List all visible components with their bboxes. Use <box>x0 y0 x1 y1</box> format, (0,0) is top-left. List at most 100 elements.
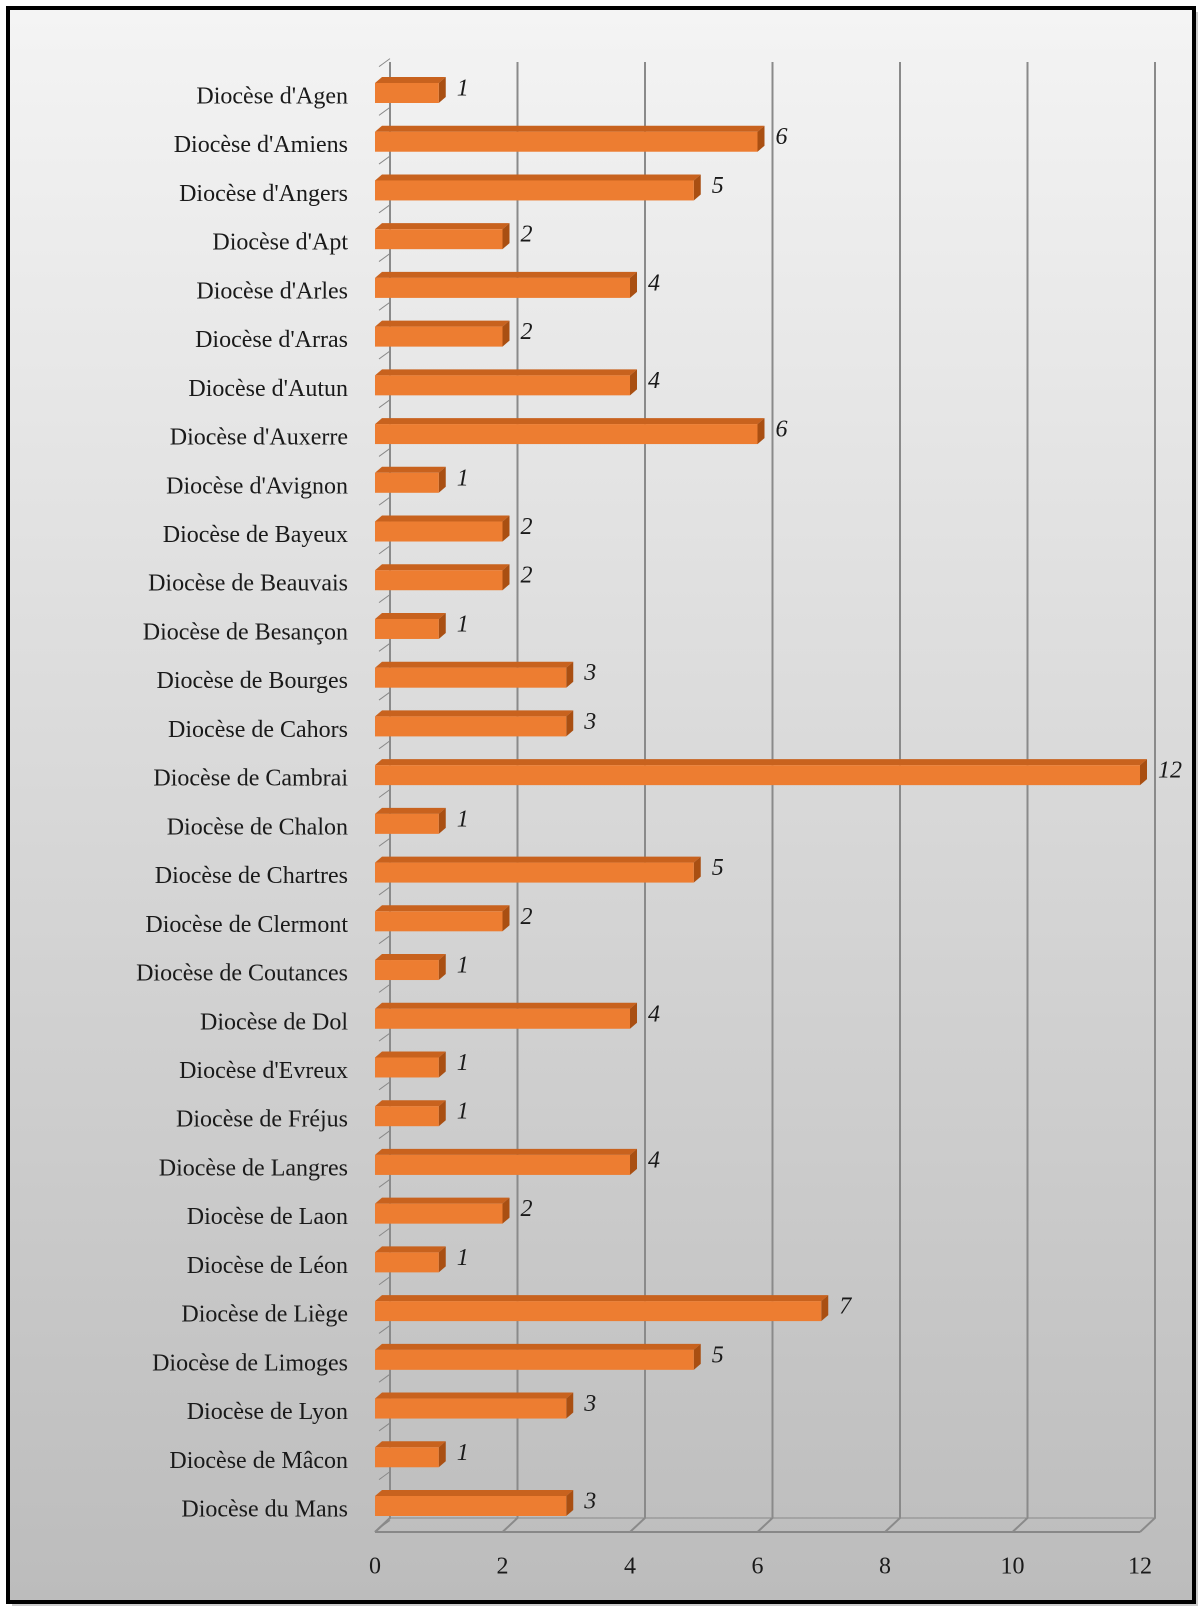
y-tick-label: Diocèse de Lyon <box>187 1399 348 1425</box>
value-label: 3 <box>583 709 596 735</box>
value-label: 1 <box>457 465 469 491</box>
bar-top <box>375 466 446 473</box>
y-tick <box>378 837 391 847</box>
y-tick <box>378 886 391 896</box>
bar <box>375 1447 439 1468</box>
y-tick-label: Diocèse de Coutances <box>136 961 348 987</box>
value-label: 2 <box>521 904 533 930</box>
y-tick <box>378 740 391 750</box>
y-tick-label: Diocèse de Limoges <box>152 1350 348 1376</box>
grid-line <box>1139 62 1156 1533</box>
value-label: 2 <box>521 514 533 540</box>
value-label: 6 <box>776 417 788 443</box>
value-label: 1 <box>457 1050 469 1076</box>
bar-side <box>438 807 446 834</box>
bar <box>375 862 694 883</box>
bar-side <box>693 174 701 201</box>
x-tick-label: 8 <box>879 1554 891 1580</box>
x-tick-label: 0 <box>369 1554 381 1580</box>
value-label: 3 <box>583 1489 596 1515</box>
bar-side <box>438 1441 446 1468</box>
grid-line <box>884 62 901 1533</box>
bar <box>375 1349 694 1370</box>
value-label: 5 <box>712 855 724 881</box>
bar-top <box>375 320 510 327</box>
bar-top <box>375 271 637 278</box>
value-label: 4 <box>648 1001 660 1027</box>
bar-top <box>375 1051 446 1058</box>
bar <box>375 131 758 152</box>
y-tick-label: Diocèse de Langres <box>159 1155 348 1181</box>
bar-top <box>375 856 701 863</box>
bar <box>375 716 567 737</box>
bar-side <box>821 1295 829 1322</box>
y-tick-label: Diocèse de Clermont <box>145 912 348 938</box>
bar-top <box>375 223 510 230</box>
value-label: 4 <box>648 368 660 394</box>
bar-top <box>375 125 765 132</box>
value-label: 1 <box>457 1245 469 1271</box>
bar-side <box>438 1246 446 1273</box>
bar-top <box>375 564 510 571</box>
bar-side <box>438 612 446 639</box>
y-tick-label: Diocèse de Beauvais <box>148 571 348 597</box>
bar-top <box>375 1246 446 1253</box>
y-tick-label: Diocèse d'Arles <box>196 278 348 304</box>
y-tick <box>378 642 391 652</box>
y-tick-label: Diocèse d'Apt <box>212 230 348 256</box>
y-tick <box>378 594 391 604</box>
bar-top <box>375 1441 446 1448</box>
bar <box>375 1203 503 1224</box>
bar <box>375 83 439 103</box>
bar <box>375 277 630 298</box>
bar-top <box>375 369 637 376</box>
bar-side <box>502 905 510 932</box>
bar-top <box>375 661 574 668</box>
bar-side <box>566 661 574 688</box>
y-tick-label: Diocèse de Chalon <box>167 814 348 840</box>
bar <box>375 960 439 981</box>
y-tick-label: Diocèse de Bayeux <box>163 522 348 548</box>
y-tick <box>378 106 391 116</box>
grid-line <box>501 62 519 1533</box>
bar-top <box>375 515 510 522</box>
y-tick <box>378 1130 391 1139</box>
bar-side <box>438 466 446 493</box>
y-tick <box>378 301 391 311</box>
y-tick-label: Diocèse d'Agen <box>196 84 348 110</box>
bar <box>375 1301 822 1322</box>
bar-side <box>502 223 510 250</box>
y-tick-label: Diocèse du Mans <box>181 1497 348 1523</box>
bar <box>375 1496 567 1516</box>
value-label: 1 <box>457 611 469 637</box>
y-tick <box>378 253 391 262</box>
bar-side <box>502 564 510 591</box>
bar <box>375 1252 439 1273</box>
bar-top <box>375 1490 574 1496</box>
bar <box>375 326 503 347</box>
bar <box>375 424 758 445</box>
bar <box>375 472 439 493</box>
bar <box>375 1154 630 1175</box>
y-tick <box>378 1032 391 1042</box>
y-tick <box>378 983 391 993</box>
bar-side <box>1140 759 1147 786</box>
y-tick <box>378 204 391 214</box>
y-tick <box>378 399 391 409</box>
value-label: 7 <box>839 1294 852 1320</box>
y-tick <box>378 1373 391 1383</box>
x-tick-label: 12 <box>1128 1554 1152 1580</box>
grid-line <box>756 62 774 1533</box>
bar <box>375 521 503 542</box>
bar <box>375 667 567 688</box>
y-tick <box>378 935 391 945</box>
bar-top <box>375 1392 574 1399</box>
value-label: 1 <box>457 1440 469 1466</box>
x-tick-label: 2 <box>497 1554 509 1580</box>
bar-side <box>630 1002 637 1029</box>
x-tick-label: 10 <box>1001 1554 1025 1580</box>
y-tick-label: Diocèse d'Avignon <box>166 473 348 499</box>
bar <box>375 180 694 201</box>
bar-side <box>630 369 637 396</box>
y-tick <box>378 155 391 165</box>
